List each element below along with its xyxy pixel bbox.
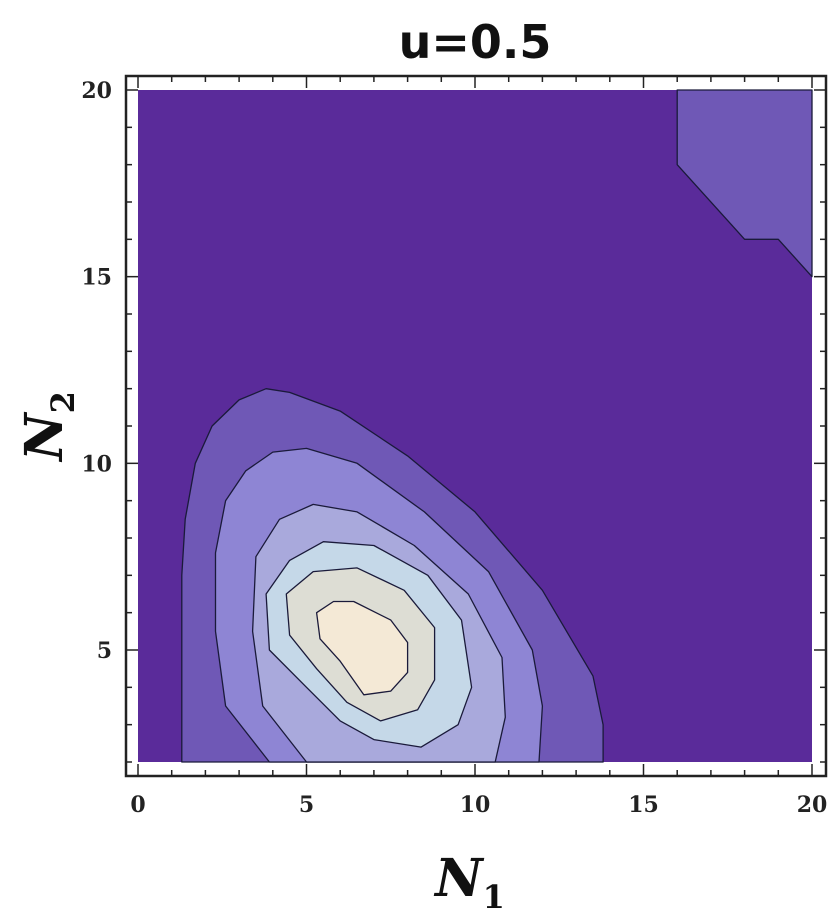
y-tick-label: 10	[81, 451, 112, 477]
x-tick-label: 0	[130, 792, 145, 818]
x-tick-label: 10	[460, 792, 491, 818]
x-axis-label: N1	[433, 848, 505, 913]
y-axis-label: N2	[14, 391, 82, 463]
x-tick-label: 5	[299, 792, 314, 818]
y-axis-label-main: N	[14, 411, 75, 463]
x-tick-label: 15	[628, 792, 659, 818]
chart-title: u=0.5	[399, 15, 552, 69]
y-tick-label: 15	[81, 265, 112, 291]
x-tick-label: 20	[797, 792, 828, 818]
plot-area	[138, 89, 813, 763]
contour-region-7	[676, 89, 813, 278]
y-tick-label: 20	[81, 78, 112, 104]
x-axis-label-main: N	[433, 848, 485, 909]
contour-region-6	[315, 600, 409, 696]
y-tick-label: 5	[97, 638, 112, 664]
x-axis-label-subscript: 1	[483, 878, 505, 913]
y-axis-label-subscript: 2	[44, 391, 82, 413]
ticks: 0 5 10 15 20 5 10 15 20	[81, 76, 827, 818]
